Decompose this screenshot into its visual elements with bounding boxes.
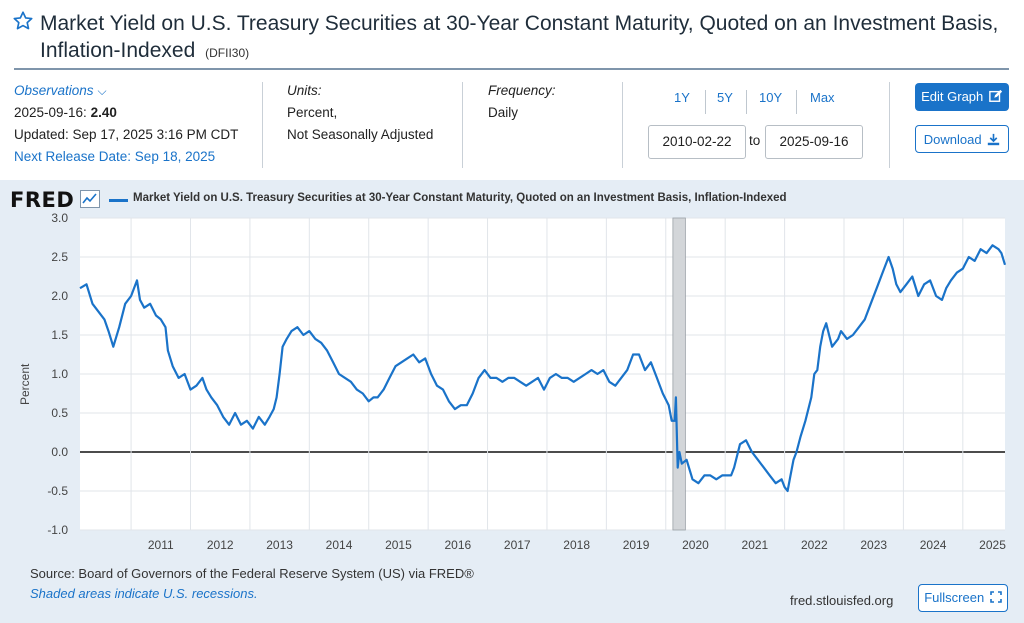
header-divider <box>14 68 1009 70</box>
next-release-link[interactable]: Next Release Date: Sep 18, 2025 <box>14 149 216 164</box>
divider <box>462 82 463 168</box>
range-10y-button[interactable]: 10Y <box>759 90 783 105</box>
grid-lines <box>80 217 1005 531</box>
series-id: (DFII30) <box>205 46 250 60</box>
x-tick-label: 2024 <box>920 538 947 552</box>
edit-graph-button[interactable]: Edit Graph <box>915 83 1009 111</box>
units-line1: Percent, <box>287 105 338 120</box>
x-tick-label: 2022 <box>801 538 828 552</box>
x-tick-labels: 2011 2012 2013 2014 2015 2016 2017 2018 2019 2020… <box>148 538 1006 552</box>
download-label: Download <box>923 132 982 147</box>
x-tick-label: 2018 <box>563 538 590 552</box>
x-tick-label: 2023 <box>860 538 887 552</box>
x-tick-label: 2014 <box>326 538 353 552</box>
y-tick-label: 1.5 <box>51 328 68 342</box>
download-button[interactable]: Download <box>915 125 1009 153</box>
range-separator <box>746 90 747 114</box>
y-tick-label: 0.5 <box>51 406 68 420</box>
units-block: Units: Percent, Not Seasonally Adjusted <box>287 80 433 146</box>
x-tick-label: 2019 <box>623 538 650 552</box>
range-separator <box>705 90 706 114</box>
y-tick-label: 3.0 <box>51 211 68 225</box>
x-tick-label: 2011 <box>148 538 174 552</box>
units-label: Units: <box>287 83 322 98</box>
range-separator <box>796 90 797 114</box>
y-tick-label: 1.0 <box>51 367 68 381</box>
fullscreen-icon <box>989 591 1002 603</box>
y-tick-label: -1.0 <box>47 523 68 537</box>
divider <box>262 82 263 168</box>
units-line2: Not Seasonally Adjusted <box>287 127 434 142</box>
y-tick-label: 0.0 <box>51 445 68 459</box>
range-5y-button[interactable]: 5Y <box>717 90 733 105</box>
date-range-to-label: to <box>749 133 761 148</box>
range-max-button[interactable]: Max <box>810 90 835 105</box>
fullscreen-label: Fullscreen <box>924 590 985 605</box>
observation-date: 2025-09-16: <box>14 105 87 120</box>
range-1y-button[interactable]: 1Y <box>674 90 690 105</box>
fullscreen-button[interactable]: Fullscreen <box>918 584 1008 612</box>
x-tick-label: 2017 <box>504 538 531 552</box>
observations-dropdown[interactable]: Observations <box>14 83 94 98</box>
x-tick-label: 2016 <box>444 538 471 552</box>
y-tick-label: -0.5 <box>47 484 68 498</box>
site-link[interactable]: fred.stlouisfed.org <box>790 593 894 608</box>
x-tick-label: 2015 <box>385 538 412 552</box>
series-line <box>79 244 1007 493</box>
recession-note: Shaded areas indicate U.S. recessions. <box>30 586 258 601</box>
y-tick-label: 2.5 <box>51 250 68 264</box>
legend-label: Market Yield on U.S. Treasury Securities… <box>133 192 787 204</box>
edit-icon <box>989 89 1003 102</box>
source-text: Source: Board of Governors of the Federa… <box>30 566 474 581</box>
graph-icon <box>80 190 100 208</box>
observations-block: Observations ⌵ 2025-09-16: 2.40 Updated: … <box>14 80 238 168</box>
y-tick-label: 2.0 <box>51 289 68 303</box>
star-outline-icon[interactable] <box>12 10 34 32</box>
divider <box>622 82 623 168</box>
y-tick-labels: 3.0 2.5 2.0 1.5 1.0 0.5 0.0 -0.5 -1.0 <box>47 211 68 537</box>
frequency-block: Frequency: Daily <box>488 80 556 124</box>
x-tick-label: 2021 <box>742 538 769 552</box>
page-title-text: Market Yield on U.S. Treasury Securities… <box>40 12 999 62</box>
recession-band <box>672 217 686 531</box>
series-lines <box>79 244 1007 493</box>
updated-text: Updated: Sep 17, 2025 3:16 PM CDT <box>14 127 239 142</box>
x-tick-label: 2013 <box>266 538 293 552</box>
line-chart[interactable]: 3.02.52.01.51.00.50.0-0.5-1.0 2011 2012 20… <box>0 180 1024 560</box>
chevron-down-icon[interactable]: ⌵ <box>97 84 107 98</box>
frequency-value: Daily <box>488 105 519 120</box>
download-icon <box>988 133 1000 146</box>
legend-swatch <box>109 199 128 202</box>
end-date-input[interactable]: 2025-09-16 <box>765 125 863 159</box>
recession-bands <box>672 217 686 531</box>
x-tick-label: 2025 <box>979 538 1006 552</box>
fred-logo: FRED <box>10 188 75 212</box>
observation-value: 2.40 <box>90 105 117 120</box>
x-tick-label: 2012 <box>207 538 234 552</box>
edit-graph-label: Edit Graph <box>921 89 984 104</box>
x-tick-label: 2020 <box>682 538 709 552</box>
divider <box>889 82 890 168</box>
page-title: Market Yield on U.S. Treasury Securities… <box>40 10 1000 67</box>
start-date-input[interactable]: 2010-02-22 <box>648 125 746 159</box>
frequency-label: Frequency: <box>488 83 556 98</box>
